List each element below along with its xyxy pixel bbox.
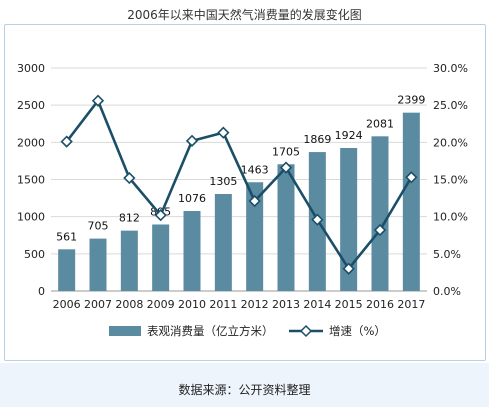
bar-value-label: 2399 — [397, 94, 425, 107]
bar — [183, 211, 201, 291]
bar — [402, 112, 420, 291]
y-left-tick-label: 0 — [38, 285, 45, 298]
growth-marker — [185, 134, 199, 147]
footer-band — [0, 363, 489, 407]
growth-marker — [123, 171, 136, 185]
bar-value-label: 1076 — [178, 192, 206, 205]
y-right-tick-label: 15.0% — [433, 174, 468, 187]
bar — [214, 193, 232, 291]
y-right-tick-label: 0.0% — [433, 285, 461, 298]
source-note: 数据来源：公开资料整理 — [178, 383, 311, 397]
bar-value-label: 561 — [56, 230, 77, 243]
bar — [120, 230, 138, 291]
y-right-tick-label: 5.0% — [433, 248, 461, 261]
x-tick-label: 2012 — [241, 298, 269, 311]
growth-marker — [311, 213, 324, 226]
bar-value-label: 1869 — [303, 133, 331, 146]
x-tick-label: 2011 — [209, 298, 237, 311]
growth-marker — [91, 94, 105, 107]
y-left-tick-label: 1000 — [17, 211, 45, 224]
y-left-tick-label: 2500 — [17, 99, 45, 112]
x-tick-label: 2008 — [115, 298, 143, 311]
bar — [89, 238, 107, 291]
growth-marker — [154, 209, 167, 222]
bar-value-label: 1463 — [241, 163, 269, 176]
x-tick-label: 2007 — [84, 298, 112, 311]
y-left-tick-label: 1500 — [17, 174, 45, 187]
bar-value-label: 1305 — [209, 175, 237, 188]
bar-value-label: 2081 — [366, 117, 394, 130]
legend-line-marker — [299, 324, 313, 338]
growth-line — [65, 99, 413, 270]
x-tick-label: 2015 — [335, 298, 363, 311]
growth-marker — [248, 194, 261, 208]
x-tick-label: 2014 — [303, 298, 331, 311]
y-right-tick-label: 30.0% — [433, 62, 468, 75]
legend-line-label: 增速（%） — [329, 324, 386, 338]
growth-marker — [279, 161, 293, 174]
y-right-tick-label: 20.0% — [433, 136, 468, 149]
x-tick-label: 2010 — [178, 298, 206, 311]
bar-value-label: 705 — [88, 220, 109, 233]
bar — [371, 136, 389, 291]
x-tick-label: 2009 — [147, 298, 175, 311]
growth-marker — [373, 223, 387, 237]
bar — [340, 147, 358, 291]
x-tick-label: 2013 — [272, 298, 300, 311]
chart-area: 0 500 1000 1500 2000 2500 3000 0.0% 5.0% 10.0% 15.… — [4, 24, 486, 361]
bar-value-label: 812 — [119, 212, 140, 225]
legend-bar-swatch — [109, 326, 141, 336]
x-tick-label: 2016 — [366, 298, 394, 311]
y-left-tick-label: 500 — [24, 248, 45, 261]
bar — [246, 182, 264, 291]
y-left-tick-label: 2000 — [17, 136, 45, 149]
bar — [277, 164, 295, 291]
bar — [152, 224, 170, 291]
combo-chart: 0 500 1000 1500 2000 2500 3000 0.0% 5.0% 10.0% 15.… — [17, 62, 468, 338]
y-right-tick-label: 25.0% — [433, 99, 468, 112]
growth-marker — [405, 171, 418, 184]
bar-value-label: 1705 — [272, 145, 300, 158]
chart-title: 2006年以来中国天然气消费量的发展变化图 — [127, 8, 362, 22]
x-tick-label: 2017 — [397, 298, 425, 311]
y-left-tick-label: 3000 — [17, 62, 45, 75]
x-tick-label: 2006 — [53, 298, 81, 311]
legend-bar-label: 表观消费量（亿立方米） — [147, 324, 274, 338]
growth-marker — [342, 262, 355, 275]
bar — [58, 249, 76, 291]
y-right-tick-label: 10.0% — [433, 211, 468, 224]
bar-value-label: 1924 — [335, 129, 363, 142]
growth-marker — [60, 135, 73, 148]
growth-marker — [217, 126, 230, 139]
